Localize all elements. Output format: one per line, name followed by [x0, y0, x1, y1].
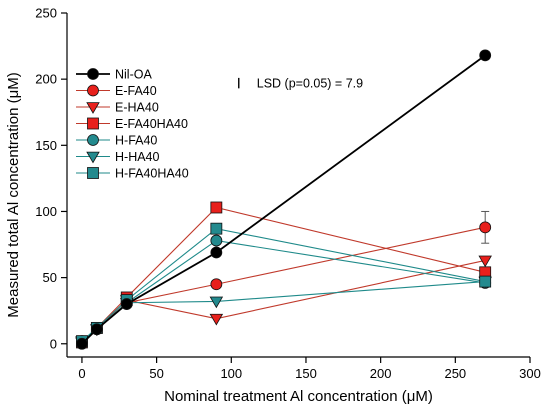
series-group [75, 49, 492, 350]
legend-marker [87, 84, 99, 97]
x-tick-label: 150 [295, 366, 317, 381]
x-tick-label: 0 [78, 366, 85, 381]
x-axis-ticks: 0 50 100 150 200 250 300 [78, 357, 541, 381]
x-tick-label: 300 [519, 366, 541, 381]
data-point [209, 296, 224, 309]
series-line [81, 259, 486, 343]
y-tick-label: 50 [43, 270, 57, 285]
series-nil-oa [76, 49, 492, 350]
y-tick-label: 200 [35, 72, 57, 87]
legend-marker [87, 68, 99, 80]
legend-label: H-FA40 [115, 134, 157, 148]
legend-item: H-FA40HA40 [76, 167, 189, 181]
y-tick-label: 100 [35, 204, 57, 219]
legend-item: E-FA40 [76, 84, 157, 98]
legend-marker [87, 167, 99, 179]
data-point [120, 298, 133, 310]
y-axis-ticks: 0 50 100 150 200 250 [35, 6, 67, 351]
series-line [81, 281, 486, 342]
data-point [479, 221, 492, 234]
x-tick-label: 100 [220, 366, 242, 381]
series-e-fa40ha40 [76, 201, 492, 349]
x-tick-label: 50 [149, 366, 163, 381]
series-line [81, 206, 486, 343]
legend-marker [87, 134, 99, 146]
data-point [479, 49, 492, 62]
x-axis-title: Nominal treatment Al concentration (μM) [164, 388, 433, 405]
y-tick-label: 150 [35, 138, 57, 153]
series-e-fa40 [76, 210, 492, 349]
data-point [210, 278, 223, 291]
legend-item: E-HA40 [76, 101, 159, 115]
legend-marker [86, 102, 100, 114]
legend-label: E-HA40 [115, 101, 159, 115]
data-point [76, 337, 88, 350]
y-axis-title: Measured total Al concentration (μM) [5, 72, 22, 317]
legend-label: H-HA40 [115, 150, 160, 164]
legend-label: E-FA40 [115, 84, 157, 98]
series-line [81, 228, 486, 342]
y-tick-label: 250 [35, 6, 57, 21]
series-line [81, 54, 486, 345]
lsd-label: LSD (p=0.05) = 7.9 [257, 77, 363, 91]
legend-item: Nil-OA [76, 68, 152, 82]
legend-label: H-FA40HA40 [115, 167, 189, 181]
axes [66, 13, 530, 358]
x-tick-label: 200 [370, 366, 392, 381]
lsd-annotation: LSD (p=0.05) = 7.9 [238, 77, 363, 91]
legend-item: H-FA40 [76, 134, 157, 148]
legend-label: E-FA40HA40 [115, 117, 188, 131]
legend-marker [86, 151, 100, 164]
x-tick-label: 250 [444, 366, 466, 381]
data-point [479, 275, 492, 288]
series-line [81, 226, 486, 343]
series-h-ha40 [75, 276, 492, 348]
legend-label: Nil-OA [115, 68, 152, 82]
data-point [210, 246, 223, 259]
legend-marker [87, 117, 99, 130]
legend: Nil-OA E-FA40 E-HA40 E-FA40HA40 H-FA40 H-HA40… [76, 68, 189, 181]
data-point [210, 234, 223, 247]
y-tick-label: 0 [50, 336, 57, 351]
data-point [478, 255, 492, 268]
data-point [210, 222, 223, 235]
legend-item: E-FA40HA40 [76, 117, 188, 131]
data-point [209, 313, 224, 326]
data-point [210, 201, 223, 214]
series-line [81, 239, 486, 342]
data-point [90, 323, 103, 336]
legend-item: H-HA40 [76, 150, 160, 164]
